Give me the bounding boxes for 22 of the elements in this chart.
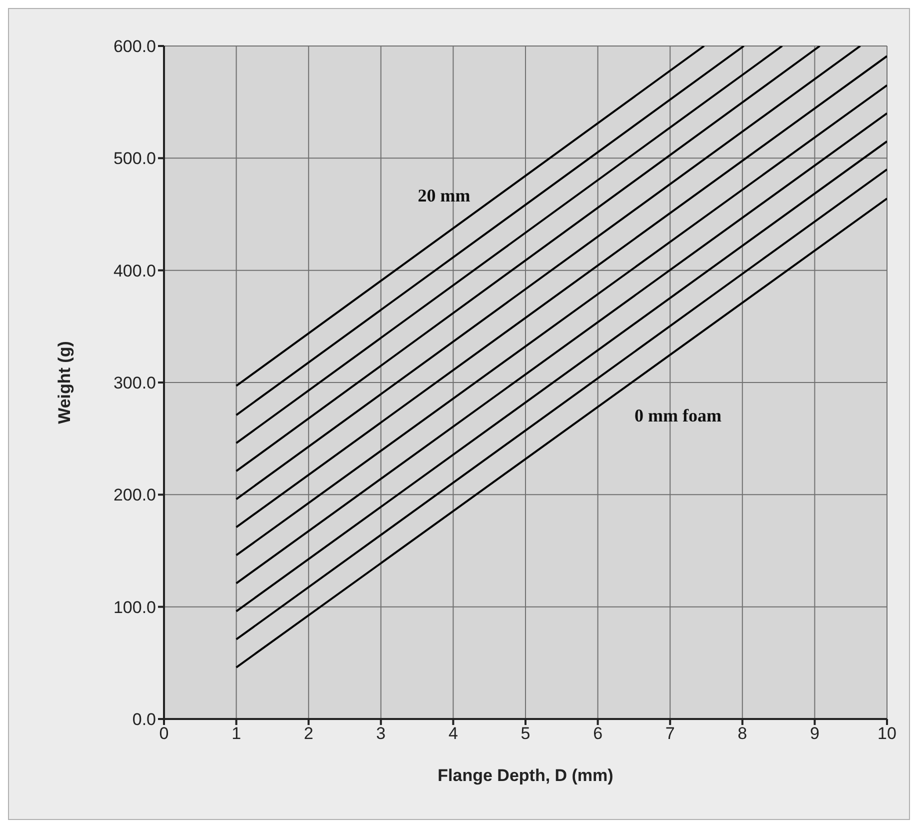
x-axis-title: Flange Depth, D (mm): [438, 766, 614, 785]
y-tick-label: 400.0: [113, 261, 156, 280]
annotation: 0 mm foam: [634, 406, 722, 426]
annotation: 20 mm: [418, 186, 470, 206]
y-tick-label: 100.0: [113, 598, 156, 617]
y-tick-label: 300.0: [113, 374, 156, 393]
y-tick-label: 0.0: [132, 710, 156, 730]
x-tick-label: 10: [878, 724, 896, 744]
x-tick-label: 0: [159, 724, 169, 744]
x-tick-label: 1: [232, 724, 242, 744]
y-tick-label: 600.0: [113, 37, 156, 56]
x-tick-label: 2: [304, 724, 314, 744]
x-tick-label: 7: [665, 724, 675, 744]
x-tick-label: 9: [810, 724, 820, 744]
y-tick-label: 500.0: [113, 149, 156, 168]
x-tick-label: 5: [520, 724, 530, 744]
x-tick-label: 4: [448, 724, 458, 744]
x-tick-label: 3: [376, 724, 386, 744]
x-tick-label: 6: [593, 724, 603, 744]
x-tick-label: 8: [738, 724, 748, 744]
y-tick-label: 200.0: [113, 486, 156, 505]
y-axis-title: Weight (g): [55, 341, 74, 424]
